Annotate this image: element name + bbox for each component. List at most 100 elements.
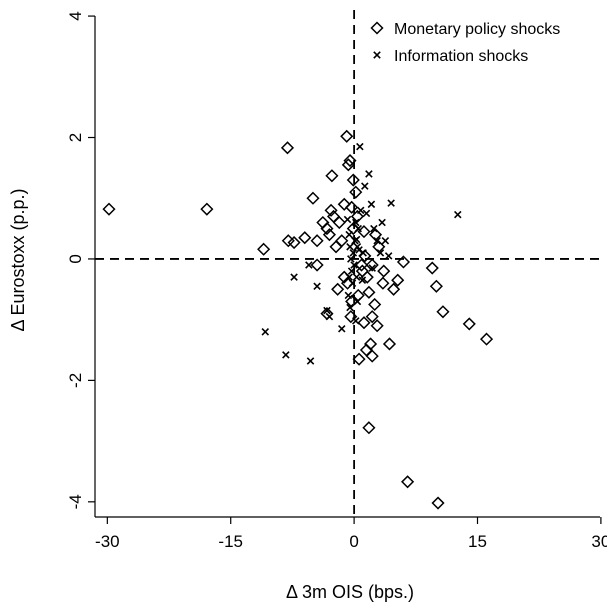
monetary-policy-shock-point — [331, 282, 345, 296]
monetary-policy-shock-point — [360, 270, 374, 284]
monetary-policy-shock-point — [401, 475, 415, 489]
y-tick-label: 0 — [66, 254, 85, 263]
monetary-policy-shock-point — [335, 234, 349, 248]
x-tick-label: -30 — [95, 532, 120, 551]
y-tick-label: -2 — [66, 373, 85, 388]
information-shock-point — [365, 170, 373, 178]
information-shock-point — [381, 236, 390, 245]
monetary-policy-shock-point — [345, 200, 359, 214]
information-shock-point — [345, 273, 353, 281]
information-shock-point — [305, 261, 313, 269]
monetary-policy-shock-point — [365, 349, 379, 363]
reference-lines — [95, 10, 605, 517]
legend-diamond-marker — [370, 21, 384, 35]
monetary-policy-shock-point — [257, 242, 271, 256]
monetary-policy-shock-point — [479, 332, 494, 346]
monetary-policy-shock-point — [340, 129, 354, 143]
information-shock-point — [346, 243, 354, 251]
information-shock-point — [376, 249, 385, 257]
information-shock-point — [352, 273, 361, 281]
monetary-policy-shock-point — [346, 173, 360, 187]
information-shock-point — [368, 264, 376, 272]
monetary-policy-shock-point — [344, 310, 358, 324]
monetary-policy-shock-point — [341, 158, 355, 172]
y-axis-label: Δ Eurostoxx (p.p.) — [8, 188, 28, 331]
monetary-policy-shock-point — [310, 258, 324, 272]
information-shock-point — [354, 224, 362, 233]
x-tick-label: -15 — [218, 532, 243, 551]
information-shock-point — [344, 291, 353, 300]
legend-label: Information shocks — [394, 48, 528, 65]
legend-label: Monetary policy shocks — [394, 21, 560, 38]
legend-cross-marker — [373, 51, 381, 59]
information-shock-point — [313, 282, 321, 291]
information-shock-point — [362, 209, 371, 218]
monetary-policy-shock-point — [387, 282, 401, 296]
monetary-policy-shock-point — [287, 235, 301, 250]
monetary-policy-shock-point — [370, 319, 384, 333]
y-tick-label: -4 — [66, 494, 85, 509]
information-shock-point — [347, 267, 356, 275]
monetary-policy-shock-point — [306, 191, 320, 205]
information-shock-point — [351, 218, 360, 227]
monetary-policy-shock-point — [391, 273, 405, 287]
monetary-policy-shock-point — [436, 305, 450, 319]
monetary-policy-shock-point — [200, 202, 214, 216]
monetary-policy-shock-point — [281, 234, 295, 248]
monetary-policy-shock-point — [337, 197, 351, 211]
monetary-policy-shock-point — [298, 231, 312, 245]
information-shock-point — [370, 224, 378, 233]
monetary-policy-shock-point — [322, 228, 336, 242]
information-shock-point — [378, 218, 386, 227]
information-shock-point — [290, 273, 298, 281]
monetary-policy-shock-point — [377, 264, 391, 278]
monetary-policy-shock-point — [431, 496, 445, 510]
monetary-policy-shock-point — [102, 202, 116, 216]
monetary-policy-shock-point — [324, 203, 338, 217]
information-shock-point — [351, 317, 360, 325]
x-axis-label: Δ 3m OIS (bps.) — [286, 582, 414, 602]
y-tick-label: 2 — [66, 133, 85, 142]
monetary-policy-shock-point — [396, 255, 411, 269]
information-shock-point — [345, 230, 353, 239]
information-shock-point — [347, 255, 355, 263]
information-shock-point — [359, 249, 367, 257]
information-shock-point — [261, 328, 270, 336]
x-tick-label: 0 — [349, 532, 358, 551]
plot-axes: -30 -15 0 15 30 -4 -2 0 2 4 — [66, 11, 607, 551]
monetary-policy-shock-point — [462, 317, 476, 331]
monetary-policy-shock-point — [425, 261, 439, 275]
monetary-policy-shock-point — [357, 316, 371, 330]
information-shock-point — [367, 200, 376, 209]
information-shock-point — [350, 261, 358, 269]
monetary-policy-shock-point — [382, 337, 397, 351]
information-shock-point — [343, 215, 352, 224]
monetary-policy-shock-point — [280, 141, 295, 155]
information-shock-point — [361, 182, 369, 190]
monetary-policy-shock-point — [365, 310, 379, 324]
monetary-policy-shock-point — [349, 185, 363, 199]
information-shock-point — [346, 303, 354, 312]
monetary-policy-shock-point — [362, 285, 376, 299]
monetary-policy-shock-point — [376, 276, 390, 290]
monetary-policy-shock-point — [320, 222, 334, 236]
monetary-policy-shock-point — [362, 421, 376, 435]
information-shock-point — [453, 210, 462, 219]
monetary-policy-shock-point — [329, 240, 343, 254]
information-shock-point — [338, 325, 346, 333]
information-shock-point — [282, 351, 290, 359]
information-shock-point — [356, 206, 365, 215]
information-shock-point — [373, 236, 381, 245]
monetary-policy-shock-point — [365, 258, 379, 272]
monetary-policy-shock-point — [368, 297, 382, 312]
information-shock-point — [323, 306, 331, 315]
information-shock-point — [325, 312, 334, 321]
x-tick-label: 15 — [468, 532, 487, 551]
information-shock-point — [349, 249, 358, 257]
x-tick-label: 30 — [591, 532, 607, 551]
monetary-policy-shock-point — [325, 169, 339, 183]
monetary-policy-shock-point — [352, 352, 366, 366]
information-shock-point — [306, 357, 315, 365]
data-points — [102, 129, 494, 510]
